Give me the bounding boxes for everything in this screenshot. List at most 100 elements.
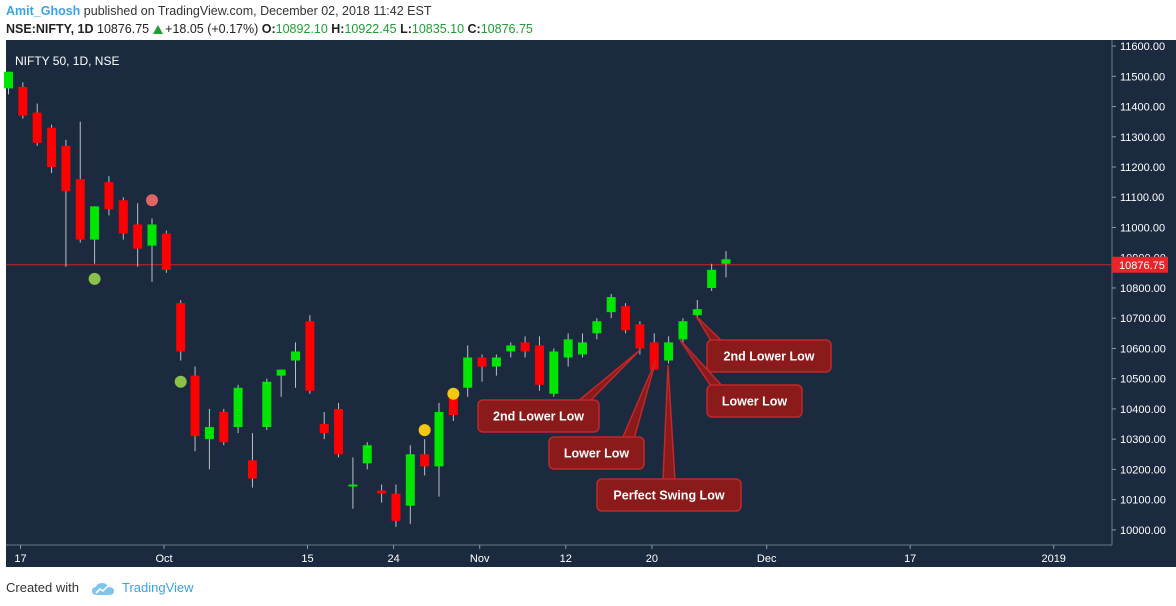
bull-candle[interactable]: [434, 411, 444, 467]
high-label: H:: [331, 22, 345, 36]
bull-candle[interactable]: [506, 345, 516, 352]
bear-candle[interactable]: [420, 454, 430, 467]
signal-dot: [146, 194, 158, 207]
bear-candle[interactable]: [520, 342, 530, 352]
annotation-label: 2nd Lower Low: [724, 350, 815, 364]
bear-candle[interactable]: [61, 145, 71, 192]
x-tick-label: 20: [646, 553, 658, 565]
bear-candle[interactable]: [161, 233, 171, 270]
author-link[interactable]: Amit_Ghosh: [6, 4, 81, 18]
up-arrow-icon: [153, 25, 164, 34]
open-label: O:: [261, 22, 276, 36]
time-axis[interactable]: [6, 545, 1112, 567]
bear-candle[interactable]: [319, 424, 329, 434]
bull-candle[interactable]: [678, 321, 688, 340]
bull-candle[interactable]: [563, 339, 573, 358]
bull-candle[interactable]: [721, 259, 731, 264]
bull-candle[interactable]: [4, 71, 13, 89]
bear-candle[interactable]: [247, 460, 257, 479]
y-tick-label: 11500.00: [1120, 71, 1165, 83]
bull-candle[interactable]: [664, 342, 674, 361]
bull-candle[interactable]: [592, 321, 602, 334]
annotation-box[interactable]: [548, 436, 645, 470]
bull-candle[interactable]: [549, 351, 559, 394]
y-tick-label: 11300.00: [1120, 132, 1165, 144]
bear-candle[interactable]: [133, 224, 143, 249]
y-tick-label: 11200.00: [1120, 162, 1165, 174]
bear-candle[interactable]: [649, 342, 659, 370]
y-tick-label: 11400.00: [1120, 102, 1165, 114]
x-tick-label: 17: [904, 553, 916, 565]
bear-candle[interactable]: [219, 411, 229, 443]
x-tick-label: 2019: [1041, 553, 1065, 565]
tradingview-cloud-icon: [91, 583, 114, 595]
bear-candle[interactable]: [477, 357, 487, 367]
bull-candle[interactable]: [276, 369, 286, 376]
bull-candle[interactable]: [491, 357, 501, 367]
y-tick-label: 10400.00: [1120, 404, 1166, 416]
low-label: L:: [400, 22, 412, 36]
last-price-badge: [1112, 256, 1168, 273]
y-tick-label: 10800.00: [1120, 283, 1166, 295]
bear-candle[interactable]: [635, 324, 645, 349]
bear-candle[interactable]: [118, 200, 128, 234]
annotation-label: Lower Low: [722, 395, 788, 409]
y-tick-label: 11100.00: [1120, 192, 1164, 204]
bull-candle[interactable]: [405, 454, 415, 506]
bull-candle[interactable]: [291, 351, 300, 361]
chart-title: NIFTY 50, 1D, NSE: [15, 54, 119, 68]
bear-candle[interactable]: [621, 306, 631, 331]
annotation-label: 2nd Lower Low: [493, 410, 584, 424]
bull-candle[interactable]: [233, 387, 243, 428]
annotation-box[interactable]: [706, 339, 832, 373]
bear-candle[interactable]: [334, 408, 344, 455]
bear-candle[interactable]: [377, 490, 387, 494]
bull-candle[interactable]: [578, 342, 587, 355]
price-axis[interactable]: [1112, 40, 1176, 567]
bull-candle[interactable]: [362, 445, 372, 464]
bull-candle[interactable]: [204, 427, 214, 440]
y-tick-label: 10700.00: [1120, 313, 1166, 325]
bear-candle[interactable]: [75, 179, 85, 240]
close-value: 10876.75: [480, 22, 533, 36]
bear-candle[interactable]: [47, 127, 57, 168]
x-tick-label: 17: [14, 553, 26, 565]
annotation-label: Lower Low: [564, 447, 630, 461]
bull-candle[interactable]: [90, 206, 100, 240]
bear-candle[interactable]: [391, 493, 401, 521]
bear-candle[interactable]: [32, 112, 42, 143]
bull-candle[interactable]: [147, 224, 157, 246]
bull-candle[interactable]: [692, 309, 702, 316]
bear-candle[interactable]: [190, 375, 200, 437]
bull-candle[interactable]: [262, 381, 272, 428]
annotation-box[interactable]: [477, 399, 600, 433]
bear-candle[interactable]: [176, 303, 186, 352]
bear-candle[interactable]: [104, 182, 114, 210]
bull-candle[interactable]: [348, 484, 358, 487]
x-tick-label: 12: [560, 553, 572, 565]
y-tick-label: 10000.00: [1120, 525, 1166, 537]
change-value: +18.05 (+0.17%): [165, 22, 259, 36]
last-price: 10876.75: [97, 22, 150, 36]
ohlc-legend: NSE:NIFTY, 1D 10876.75 +18.05 (+0.17%) O:…: [6, 22, 533, 36]
created-with-text: Created with: [6, 580, 79, 595]
signal-dot: [174, 375, 187, 388]
bear-candle[interactable]: [448, 393, 458, 415]
published-text: published on TradingView.com, December 0…: [83, 4, 432, 18]
bull-candle[interactable]: [463, 357, 473, 388]
y-tick-label: 10200.00: [1120, 464, 1166, 476]
x-tick-label: Oct: [155, 553, 172, 565]
tradingview-link[interactable]: TradingView: [122, 580, 194, 595]
bear-candle[interactable]: [305, 321, 315, 391]
annotation-box[interactable]: [706, 384, 803, 418]
y-tick-label: 11600.00: [1120, 41, 1165, 53]
open-value: 10892.10: [275, 22, 328, 36]
annotation-box[interactable]: [596, 478, 742, 512]
bear-candle[interactable]: [18, 86, 28, 116]
bull-candle[interactable]: [606, 297, 616, 313]
close-label: C:: [467, 22, 481, 36]
bear-candle[interactable]: [534, 345, 544, 385]
bull-candle[interactable]: [707, 269, 717, 288]
high-value: 10922.45: [344, 22, 397, 36]
